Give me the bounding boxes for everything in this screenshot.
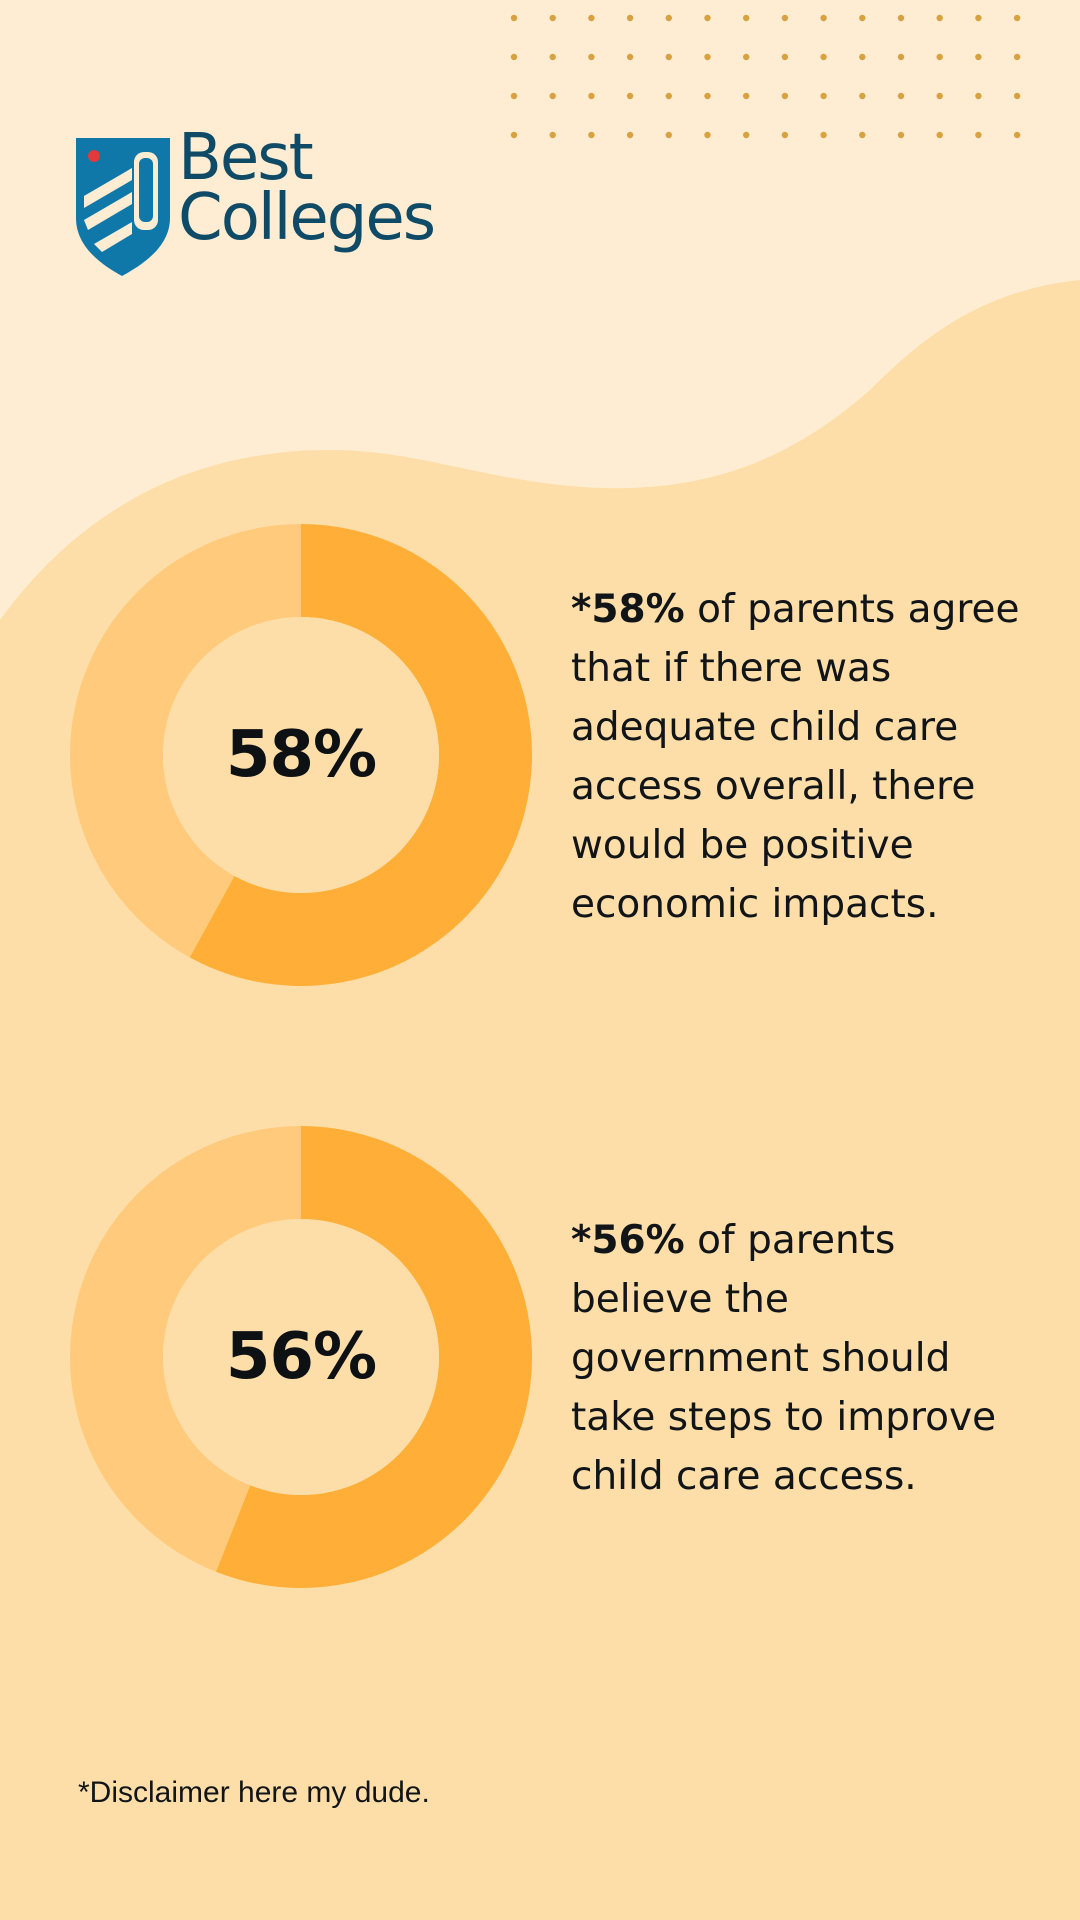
donut-hole	[163, 617, 439, 893]
decorative-dot	[665, 131, 672, 139]
stat-body: of parents agree that if there was adequ…	[571, 587, 1020, 927]
decorative-dot	[859, 131, 866, 139]
decorative-dot	[626, 131, 634, 139]
decorative-dot	[859, 14, 866, 22]
decorative-dot	[743, 131, 750, 139]
decorative-dot	[510, 53, 518, 61]
decorative-dot	[510, 14, 518, 22]
decorative-dot	[781, 131, 789, 139]
decorative-dot	[626, 53, 634, 61]
decorative-dot	[665, 53, 672, 61]
decorative-dot	[510, 92, 518, 100]
decorative-dot	[820, 14, 827, 22]
decorative-dot-grid	[510, 14, 1021, 139]
stat-highlight: *56%	[571, 1218, 685, 1263]
decorative-dot	[626, 14, 634, 22]
decorative-dot	[549, 14, 556, 22]
donut-slice-highlighted	[189, 524, 532, 986]
decorative-dot	[549, 131, 556, 139]
decorative-dot	[897, 53, 905, 61]
decorative-dot	[549, 53, 556, 61]
decorative-dot	[936, 131, 943, 139]
decorative-dot	[936, 92, 943, 100]
donut-hole	[163, 1219, 439, 1495]
decorative-dot	[820, 131, 827, 139]
decorative-dot	[743, 14, 750, 22]
decorative-dot	[820, 92, 827, 100]
stat-highlight: *58%	[571, 587, 685, 632]
donut-slice-remainder	[70, 1126, 301, 1572]
decorative-dot	[626, 92, 634, 100]
decorative-dot	[588, 53, 595, 61]
decorative-dot	[704, 53, 711, 61]
decorative-dot	[897, 14, 905, 22]
decorative-dot	[665, 92, 672, 100]
decorative-dot	[743, 53, 750, 61]
donut-chart-svg	[70, 524, 532, 986]
decorative-dot	[781, 53, 789, 61]
decorative-dot	[820, 53, 827, 61]
decorative-dot	[588, 131, 595, 139]
donut-chart-svg	[70, 1126, 532, 1588]
donut-center-label: 56%	[225, 1320, 377, 1394]
decorative-dot	[936, 53, 943, 61]
decorative-dot	[665, 14, 672, 22]
decorative-dot	[859, 53, 866, 61]
best-colleges-logo: Best Colleges	[74, 126, 454, 278]
decorative-dot	[975, 131, 982, 139]
stat-description-2: *56% of parents believe the government s…	[571, 1211, 1031, 1506]
decorative-dot	[1013, 14, 1021, 22]
donut-center-label: 58%	[225, 718, 377, 792]
decorative-dot	[588, 92, 595, 100]
decorative-dot	[897, 131, 905, 139]
decorative-dot	[975, 92, 982, 100]
light-top-region	[0, 0, 1080, 620]
donut-slice-remainder	[70, 524, 302, 958]
donut-chart-56: 56%	[70, 1126, 532, 1588]
decorative-dot	[510, 131, 518, 139]
stat-description-1: *58% of parents agree that if there was …	[571, 580, 1031, 934]
decorative-dot	[936, 14, 943, 22]
decorative-dot	[975, 14, 982, 22]
stat-body: of parents believe the government should…	[571, 1218, 997, 1499]
decorative-dot	[743, 92, 750, 100]
logo-word-best: Best	[178, 121, 314, 195]
logo-word-colleges: Colleges	[178, 181, 436, 255]
decorative-dot	[859, 92, 866, 100]
disclaimer-text: *Disclaimer here my dude.	[78, 1776, 430, 1809]
decorative-dot	[1013, 92, 1021, 100]
decorative-dot	[549, 92, 556, 100]
decorative-dot	[704, 131, 711, 139]
logo-wordmark: Best Colleges	[178, 121, 436, 255]
donut-slice-highlighted	[215, 1126, 532, 1588]
donut-chart-58: 58%	[70, 524, 532, 986]
decorative-dot	[897, 92, 905, 100]
decorative-dot	[1013, 131, 1021, 139]
decorative-dot	[704, 14, 711, 22]
shield-logo-icon	[76, 138, 170, 276]
decorative-dot	[588, 14, 595, 22]
decorative-dot	[975, 53, 982, 61]
decorative-dot	[704, 92, 711, 100]
decorative-dot	[781, 92, 789, 100]
decorative-dot	[1013, 53, 1021, 61]
decorative-dot	[781, 14, 789, 22]
